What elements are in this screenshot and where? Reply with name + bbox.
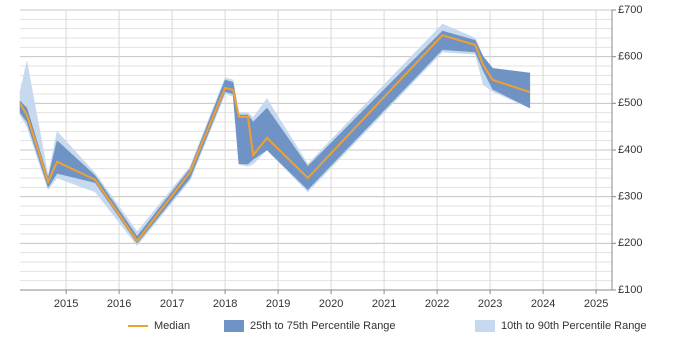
legend-label: 10th to 90th Percentile Range [501,320,647,332]
x-tick-label: 2020 [319,298,343,310]
x-tick-label: 2015 [54,298,78,310]
x-tick-label: 2019 [266,298,290,310]
percentile-band [19,30,531,244]
y-tick-label: £400 [618,144,642,156]
x-tick-label: 2021 [372,298,396,310]
y-tick-label: £600 [618,51,642,63]
y-tick-label: £300 [618,191,642,203]
y-tick-label: £200 [618,237,642,249]
legend-swatch [475,320,495,332]
legend-label: Median [154,320,190,332]
legend-swatch [224,320,244,332]
x-tick-label: 2022 [425,298,449,310]
x-tick-label: 2025 [584,298,608,310]
x-tick-label: 2023 [478,298,502,310]
y-tick-label: £500 [618,97,642,109]
median-line [19,34,531,243]
y-tick-label: £100 [618,284,642,296]
x-tick-label: 2018 [213,298,237,310]
x-tick-label: 2016 [107,298,131,310]
x-tick-label: 2017 [160,298,184,310]
y-tick-label: £700 [618,4,642,16]
x-tick-label: 2024 [531,298,555,310]
legend-label: 25th to 75th Percentile Range [250,320,396,332]
